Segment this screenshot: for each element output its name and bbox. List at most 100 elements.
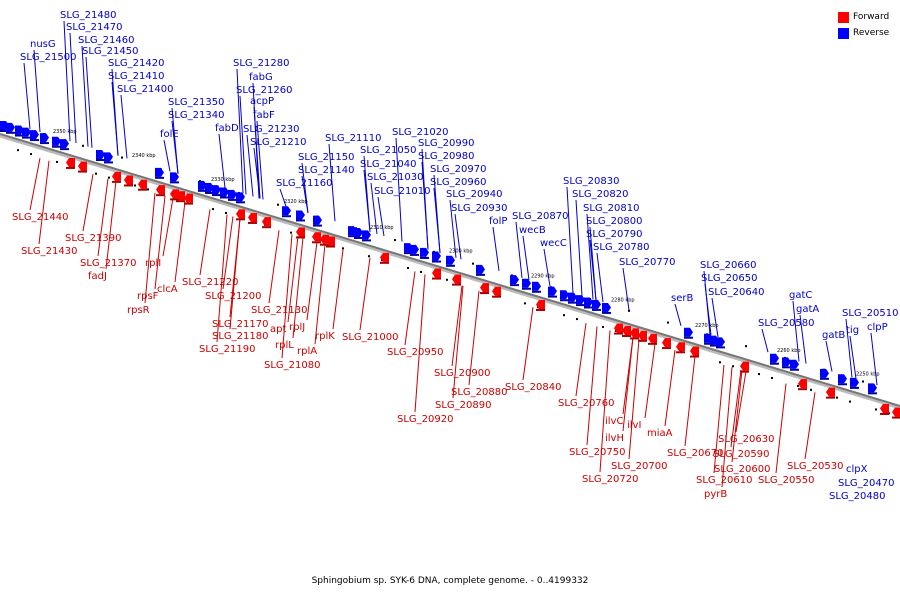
forward-gene-arrow[interactable]: [262, 217, 271, 227]
forward-gene-arrow[interactable]: [432, 268, 441, 278]
reverse-gene-label[interactable]: SLG_20480: [829, 491, 885, 502]
reverse-gene-label[interactable]: fabG: [249, 72, 273, 83]
reverse-gene-label[interactable]: SLG_21050: [360, 145, 416, 156]
forward-gene-label[interactable]: SLG_20700: [611, 461, 667, 472]
reverse-gene-label[interactable]: SLG_20470: [838, 478, 894, 489]
reverse-gene-label[interactable]: SLG_21340: [168, 110, 224, 121]
forward-gene-label[interactable]: SLG_20750: [569, 447, 625, 458]
reverse-gene-label[interactable]: SLG_21210: [250, 137, 306, 148]
reverse-gene-arrow[interactable]: [790, 359, 799, 369]
reverse-gene-arrow[interactable]: [60, 139, 69, 149]
reverse-gene-label[interactable]: SLG_20830: [563, 176, 619, 187]
forward-gene-arrow[interactable]: [622, 325, 631, 335]
forward-gene-label[interactable]: SLG_20550: [758, 475, 814, 486]
forward-gene-label[interactable]: SLG_20880: [451, 387, 507, 398]
forward-gene-label[interactable]: ilvC: [605, 416, 623, 427]
reverse-gene-label[interactable]: SLG_21480: [60, 10, 116, 21]
reverse-gene-label[interactable]: SLG_20940: [446, 189, 502, 200]
forward-gene-label[interactable]: SLG_21000: [342, 332, 398, 343]
reverse-gene-label[interactable]: SLG_21150: [298, 152, 354, 163]
reverse-gene-label[interactable]: SLG_21010: [374, 186, 430, 197]
forward-gene-arrow[interactable]: [880, 403, 889, 413]
reverse-gene-arrow[interactable]: [820, 368, 829, 378]
forward-gene-arrow[interactable]: [480, 283, 489, 293]
reverse-gene-arrow[interactable]: [410, 244, 419, 254]
reverse-gene-label[interactable]: SLG_21020: [392, 127, 448, 138]
reverse-gene-label[interactable]: clpP: [867, 322, 888, 333]
forward-gene-label[interactable]: SLG_21130: [251, 305, 307, 316]
reverse-gene-arrow[interactable]: [354, 227, 363, 237]
reverse-gene-label[interactable]: serB: [671, 293, 693, 304]
reverse-gene-label[interactable]: SLG_21030: [367, 172, 423, 183]
forward-gene-label[interactable]: pyrB: [704, 489, 727, 500]
reverse-gene-arrow[interactable]: [446, 255, 455, 265]
reverse-gene-arrow[interactable]: [684, 327, 693, 337]
forward-gene-arrow[interactable]: [236, 209, 245, 219]
forward-gene-label[interactable]: SLG_20840: [505, 382, 561, 393]
reverse-gene-arrow[interactable]: [560, 290, 569, 300]
forward-gene-label[interactable]: rplI: [145, 258, 161, 269]
reverse-gene-label[interactable]: SLG_20990: [418, 138, 474, 149]
reverse-gene-label[interactable]: gatC: [789, 290, 812, 301]
forward-gene-arrow[interactable]: [138, 179, 147, 189]
forward-gene-label[interactable]: SLG_20590: [713, 449, 769, 460]
forward-gene-arrow[interactable]: [826, 387, 835, 397]
forward-gene-label[interactable]: apt: [270, 324, 286, 335]
reverse-gene-label[interactable]: SLG_20580: [758, 318, 814, 329]
forward-gene-arrow[interactable]: [892, 407, 900, 417]
forward-gene-label[interactable]: rplL: [275, 340, 294, 351]
reverse-gene-arrow[interactable]: [522, 278, 531, 288]
reverse-gene-label[interactable]: SLG_21420: [108, 58, 164, 69]
reverse-gene-arrow[interactable]: [313, 215, 322, 225]
forward-gene-arrow[interactable]: [648, 333, 657, 343]
reverse-gene-label[interactable]: SLG_21140: [298, 165, 354, 176]
reverse-gene-arrow[interactable]: [432, 251, 441, 261]
forward-gene-label[interactable]: ilvH: [605, 433, 624, 444]
forward-gene-label[interactable]: SLG_20760: [558, 398, 614, 409]
forward-gene-arrow[interactable]: [452, 274, 461, 284]
reverse-gene-label[interactable]: SLG_20810: [583, 203, 639, 214]
reverse-gene-arrow[interactable]: [52, 136, 61, 146]
reverse-gene-label[interactable]: tig: [846, 325, 859, 336]
reverse-gene-label[interactable]: nusG: [30, 39, 56, 50]
reverse-gene-label[interactable]: SLG_20790: [586, 229, 642, 240]
forward-gene-arrow[interactable]: [740, 361, 749, 371]
reverse-gene-label[interactable]: folP: [489, 216, 507, 227]
reverse-gene-label[interactable]: SLG_21450: [82, 46, 138, 57]
reverse-gene-arrow[interactable]: [282, 206, 291, 216]
forward-gene-label[interactable]: fadJ: [88, 271, 107, 282]
reverse-gene-label[interactable]: SLG_21500: [20, 52, 76, 63]
reverse-gene-arrow[interactable]: [104, 152, 113, 162]
reverse-gene-arrow[interactable]: [205, 182, 214, 192]
forward-gene-arrow[interactable]: [638, 330, 647, 340]
reverse-gene-label[interactable]: SLG_20510: [842, 308, 898, 319]
reverse-gene-arrow[interactable]: [6, 122, 15, 132]
forward-gene-label[interactable]: SLG_21370: [80, 258, 136, 269]
forward-gene-label[interactable]: SLG_21190: [199, 344, 255, 355]
reverse-gene-label[interactable]: SLG_21470: [66, 22, 122, 33]
forward-gene-label[interactable]: SLG_20890: [435, 400, 491, 411]
reverse-gene-label[interactable]: fabD: [215, 123, 239, 134]
forward-gene-label[interactable]: SLG_20530: [787, 461, 843, 472]
reverse-gene-label[interactable]: wecB: [519, 225, 546, 236]
forward-gene-arrow[interactable]: [176, 191, 185, 201]
reverse-gene-arrow[interactable]: [838, 374, 847, 384]
reverse-gene-label[interactable]: SLG_20870: [512, 211, 568, 222]
reverse-gene-label[interactable]: SLG_20820: [572, 189, 628, 200]
reverse-gene-arrow[interactable]: [170, 172, 179, 182]
forward-gene-label[interactable]: rplJ: [289, 322, 305, 333]
reverse-gene-arrow[interactable]: [868, 383, 877, 393]
forward-gene-arrow[interactable]: [690, 346, 699, 356]
reverse-gene-label[interactable]: SLG_20780: [593, 242, 649, 253]
reverse-gene-label[interactable]: SLG_21260: [236, 85, 292, 96]
forward-gene-arrow[interactable]: [112, 171, 121, 181]
reverse-gene-label[interactable]: SLG_20970: [430, 164, 486, 175]
reverse-gene-arrow[interactable]: [782, 357, 791, 367]
reverse-gene-label[interactable]: SLG_20640: [708, 287, 764, 298]
forward-gene-label[interactable]: SLG_20920: [397, 414, 453, 425]
reverse-gene-arrow[interactable]: [212, 185, 221, 195]
forward-gene-arrow[interactable]: [66, 157, 75, 167]
reverse-gene-arrow[interactable]: [228, 189, 237, 199]
forward-gene-label[interactable]: SLG_21440: [12, 212, 68, 223]
forward-gene-label[interactable]: SLG_21390: [65, 233, 121, 244]
